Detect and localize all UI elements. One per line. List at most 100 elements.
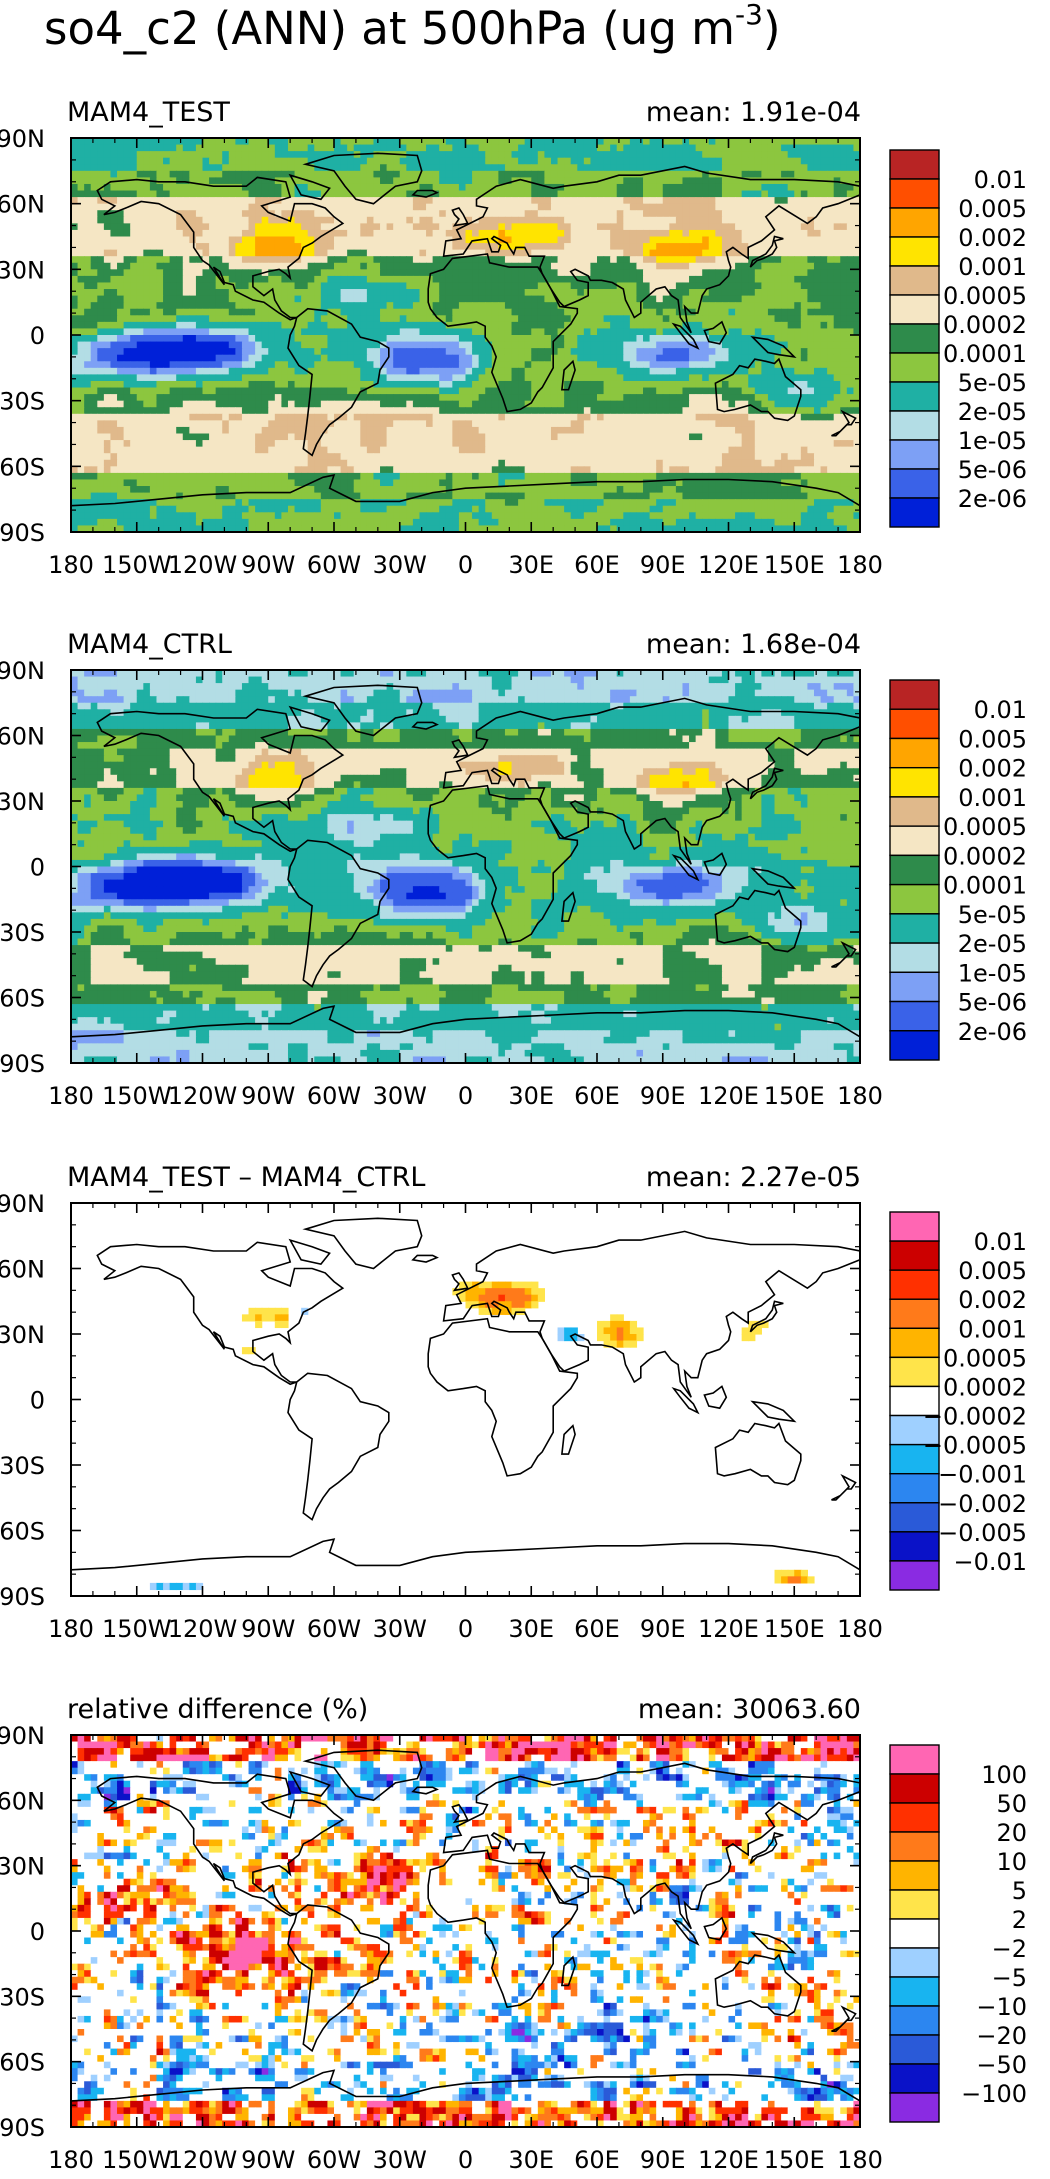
field-cell bbox=[458, 394, 467, 402]
field-cell bbox=[347, 170, 355, 178]
field-cell bbox=[77, 210, 85, 218]
field-cell bbox=[629, 335, 638, 343]
field-cell bbox=[781, 216, 789, 224]
field-cell bbox=[833, 275, 841, 284]
field-cell bbox=[136, 262, 144, 270]
field-cell bbox=[228, 210, 236, 218]
field-cell bbox=[800, 138, 808, 146]
field-cell bbox=[445, 269, 453, 277]
field-cell bbox=[77, 361, 85, 369]
field-cell bbox=[590, 367, 598, 375]
field-cell bbox=[373, 308, 381, 316]
field-cell bbox=[708, 321, 716, 330]
field-cell bbox=[656, 151, 664, 159]
field-cell bbox=[314, 367, 322, 375]
field-cell bbox=[478, 183, 486, 192]
field-cell bbox=[136, 328, 144, 336]
field-cell bbox=[597, 321, 605, 330]
field-cell bbox=[735, 400, 743, 408]
field-cell bbox=[557, 275, 565, 284]
field-cell bbox=[550, 223, 559, 231]
field-cell bbox=[557, 348, 565, 356]
field-cell bbox=[432, 295, 440, 303]
field-cell bbox=[472, 295, 480, 303]
field-cell bbox=[195, 151, 204, 159]
field-cell bbox=[465, 328, 473, 336]
field-cell bbox=[458, 321, 467, 330]
field-cell bbox=[853, 387, 860, 395]
field-cell bbox=[794, 223, 802, 231]
field-cell bbox=[767, 315, 776, 323]
field-cell bbox=[787, 289, 795, 297]
field-cell bbox=[472, 170, 480, 178]
field-cell bbox=[787, 295, 795, 303]
field-cell bbox=[426, 210, 434, 218]
field-cell bbox=[202, 394, 210, 402]
field-cell bbox=[557, 282, 565, 290]
field-cell bbox=[761, 387, 769, 395]
field-cell bbox=[603, 236, 611, 244]
field-cell bbox=[669, 197, 677, 205]
field-cell bbox=[228, 315, 236, 323]
field-cell bbox=[353, 348, 361, 356]
field-cell bbox=[504, 308, 513, 316]
field-cell bbox=[426, 269, 434, 277]
field-cell bbox=[741, 262, 749, 270]
field-cell bbox=[787, 151, 795, 159]
field-cell bbox=[564, 374, 572, 382]
field-cell bbox=[202, 328, 210, 336]
field-cell bbox=[715, 335, 723, 343]
field-cell bbox=[307, 407, 315, 415]
field-cell bbox=[353, 289, 361, 297]
field-cell bbox=[537, 302, 545, 310]
field-cell bbox=[380, 315, 388, 323]
field-cell bbox=[380, 164, 388, 172]
field-cell bbox=[485, 262, 493, 270]
field-cell bbox=[616, 203, 624, 211]
field-cell bbox=[531, 289, 539, 297]
field-cell bbox=[472, 262, 480, 270]
field-cell bbox=[518, 335, 526, 343]
field-cell bbox=[531, 164, 539, 172]
field-cell bbox=[840, 229, 848, 238]
field-cell bbox=[248, 321, 256, 330]
field-cell bbox=[130, 335, 138, 343]
field-cell bbox=[228, 295, 236, 303]
field-cell bbox=[616, 197, 624, 205]
field-cell bbox=[800, 348, 808, 356]
field-cell bbox=[209, 400, 217, 408]
field-cell bbox=[84, 144, 92, 152]
field-cell bbox=[715, 229, 723, 238]
field-cell bbox=[623, 144, 631, 152]
field-cell bbox=[419, 400, 427, 408]
field-cell bbox=[399, 400, 407, 408]
field-cell bbox=[570, 190, 578, 198]
field-cell bbox=[498, 138, 506, 146]
field-cell bbox=[623, 203, 631, 211]
field-cell bbox=[531, 197, 539, 205]
field-cell bbox=[669, 315, 677, 323]
field-cell bbox=[340, 335, 348, 343]
field-cell bbox=[629, 223, 638, 231]
field-cell bbox=[813, 335, 822, 343]
field-cell bbox=[307, 269, 315, 277]
field-cell bbox=[176, 223, 184, 231]
field-cell bbox=[386, 380, 394, 389]
field-cell bbox=[215, 177, 223, 185]
field-cell bbox=[498, 197, 506, 205]
field-cell bbox=[721, 367, 730, 375]
field-cell bbox=[794, 328, 802, 336]
field-cell bbox=[577, 229, 585, 238]
field-cell bbox=[675, 210, 684, 218]
field-cell bbox=[458, 269, 467, 277]
field-cell bbox=[110, 400, 118, 408]
field-cell bbox=[597, 183, 605, 192]
field-cell bbox=[675, 144, 684, 152]
field-cell bbox=[182, 229, 190, 238]
field-cell bbox=[544, 229, 552, 238]
field-cell bbox=[774, 210, 782, 218]
field-cell bbox=[439, 302, 447, 310]
field-cell bbox=[748, 282, 756, 290]
field-cell bbox=[504, 210, 513, 218]
field-cell bbox=[616, 328, 624, 336]
